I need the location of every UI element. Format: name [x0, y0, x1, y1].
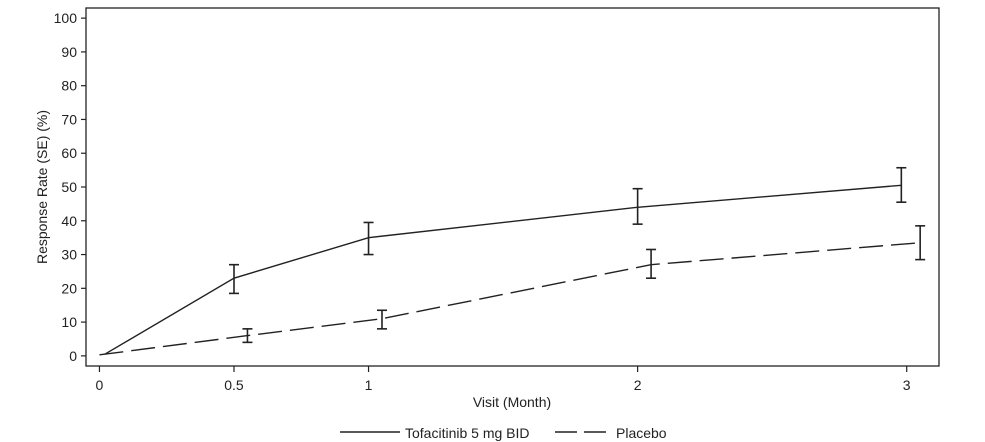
y-tick-label: 70	[61, 111, 77, 127]
legend-label-placebo: Placebo	[616, 425, 667, 441]
y-tick-label: 0	[69, 348, 77, 364]
y-axis-label: Response Rate (SE) (%)	[34, 110, 50, 264]
error-bar	[896, 166, 907, 203]
y-tick-label: 20	[61, 280, 77, 296]
y-tick-label: 40	[61, 213, 77, 229]
x-tick-label: 2	[634, 377, 642, 393]
series-layer	[99, 166, 926, 356]
x-axis-label: Visit (Month)	[473, 394, 551, 410]
legend-label-tofacitinib: Tofacitinib 5 mg BID	[405, 425, 530, 441]
y-tick-label: 90	[61, 44, 77, 60]
y-tick-label: 100	[54, 10, 78, 26]
x-tick-label: 3	[903, 377, 911, 393]
y-tick-label: 30	[61, 247, 77, 263]
error-bar	[242, 328, 253, 344]
error-bar	[915, 225, 926, 261]
error-bar	[632, 187, 643, 225]
x-tick-label: 1	[365, 377, 373, 393]
y-tick-label: 80	[61, 78, 77, 94]
series-line-tofacitinib	[104, 184, 902, 355]
error-bar	[646, 248, 657, 279]
y-tick-label: 60	[61, 145, 77, 161]
plot-frame	[85, 7, 940, 367]
y-tick-label: 50	[61, 179, 77, 195]
x-tick-label: 0.5	[224, 377, 244, 393]
x-axis: 0 0.5 1 2 3	[96, 366, 911, 393]
error-bar	[363, 221, 374, 256]
series-line-placebo	[99, 242, 921, 356]
legend: Tofacitinib 5 mg BID Placebo	[340, 425, 667, 441]
error-bar	[228, 263, 239, 295]
y-axis: 0 10 20 30 40 50 60 70 80 90 100	[54, 10, 86, 364]
y-tick-label: 10	[61, 314, 77, 330]
x-tick-label: 0	[96, 377, 104, 393]
error-bar	[376, 309, 387, 330]
